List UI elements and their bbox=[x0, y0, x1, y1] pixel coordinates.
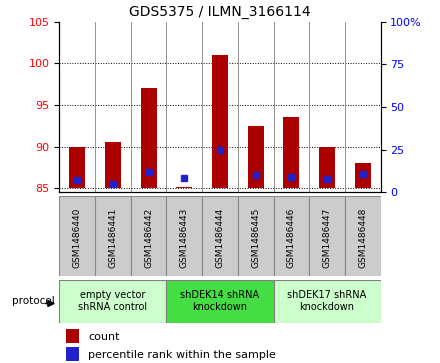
Bar bbox=[66, 329, 79, 343]
Text: GSM1486447: GSM1486447 bbox=[323, 208, 332, 268]
Text: GSM1486445: GSM1486445 bbox=[251, 208, 260, 268]
Text: GSM1486444: GSM1486444 bbox=[216, 208, 224, 268]
FancyBboxPatch shape bbox=[166, 196, 202, 276]
Text: shDEK14 shRNA
knockdown: shDEK14 shRNA knockdown bbox=[180, 290, 260, 312]
FancyBboxPatch shape bbox=[59, 196, 95, 276]
FancyBboxPatch shape bbox=[238, 196, 274, 276]
Bar bbox=[69, 147, 85, 188]
Text: GSM1486441: GSM1486441 bbox=[108, 208, 117, 268]
Bar bbox=[105, 142, 121, 188]
Title: GDS5375 / ILMN_3166114: GDS5375 / ILMN_3166114 bbox=[129, 5, 311, 19]
Text: percentile rank within the sample: percentile rank within the sample bbox=[88, 350, 276, 360]
Bar bbox=[248, 126, 264, 188]
FancyBboxPatch shape bbox=[131, 196, 166, 276]
Text: empty vector
shRNA control: empty vector shRNA control bbox=[78, 290, 147, 312]
Text: protocol: protocol bbox=[12, 296, 55, 306]
FancyBboxPatch shape bbox=[166, 280, 274, 323]
Bar bbox=[141, 88, 157, 188]
Text: count: count bbox=[88, 331, 120, 342]
Text: GSM1486440: GSM1486440 bbox=[73, 208, 82, 268]
FancyBboxPatch shape bbox=[309, 196, 345, 276]
FancyBboxPatch shape bbox=[274, 280, 381, 323]
Bar bbox=[283, 118, 299, 188]
Text: GSM1486448: GSM1486448 bbox=[358, 208, 367, 268]
Bar bbox=[66, 347, 79, 361]
Text: shDEK17 shRNA
knockdown: shDEK17 shRNA knockdown bbox=[287, 290, 367, 312]
Bar bbox=[176, 187, 192, 188]
FancyBboxPatch shape bbox=[95, 196, 131, 276]
Bar bbox=[355, 163, 371, 188]
Text: GSM1486442: GSM1486442 bbox=[144, 208, 153, 268]
FancyBboxPatch shape bbox=[202, 196, 238, 276]
Bar bbox=[212, 55, 228, 188]
Bar bbox=[319, 147, 335, 188]
FancyBboxPatch shape bbox=[345, 196, 381, 276]
Text: GSM1486443: GSM1486443 bbox=[180, 208, 189, 268]
FancyBboxPatch shape bbox=[59, 280, 166, 323]
Bar bbox=[66, 329, 77, 343]
FancyBboxPatch shape bbox=[274, 196, 309, 276]
Text: GSM1486446: GSM1486446 bbox=[287, 208, 296, 268]
